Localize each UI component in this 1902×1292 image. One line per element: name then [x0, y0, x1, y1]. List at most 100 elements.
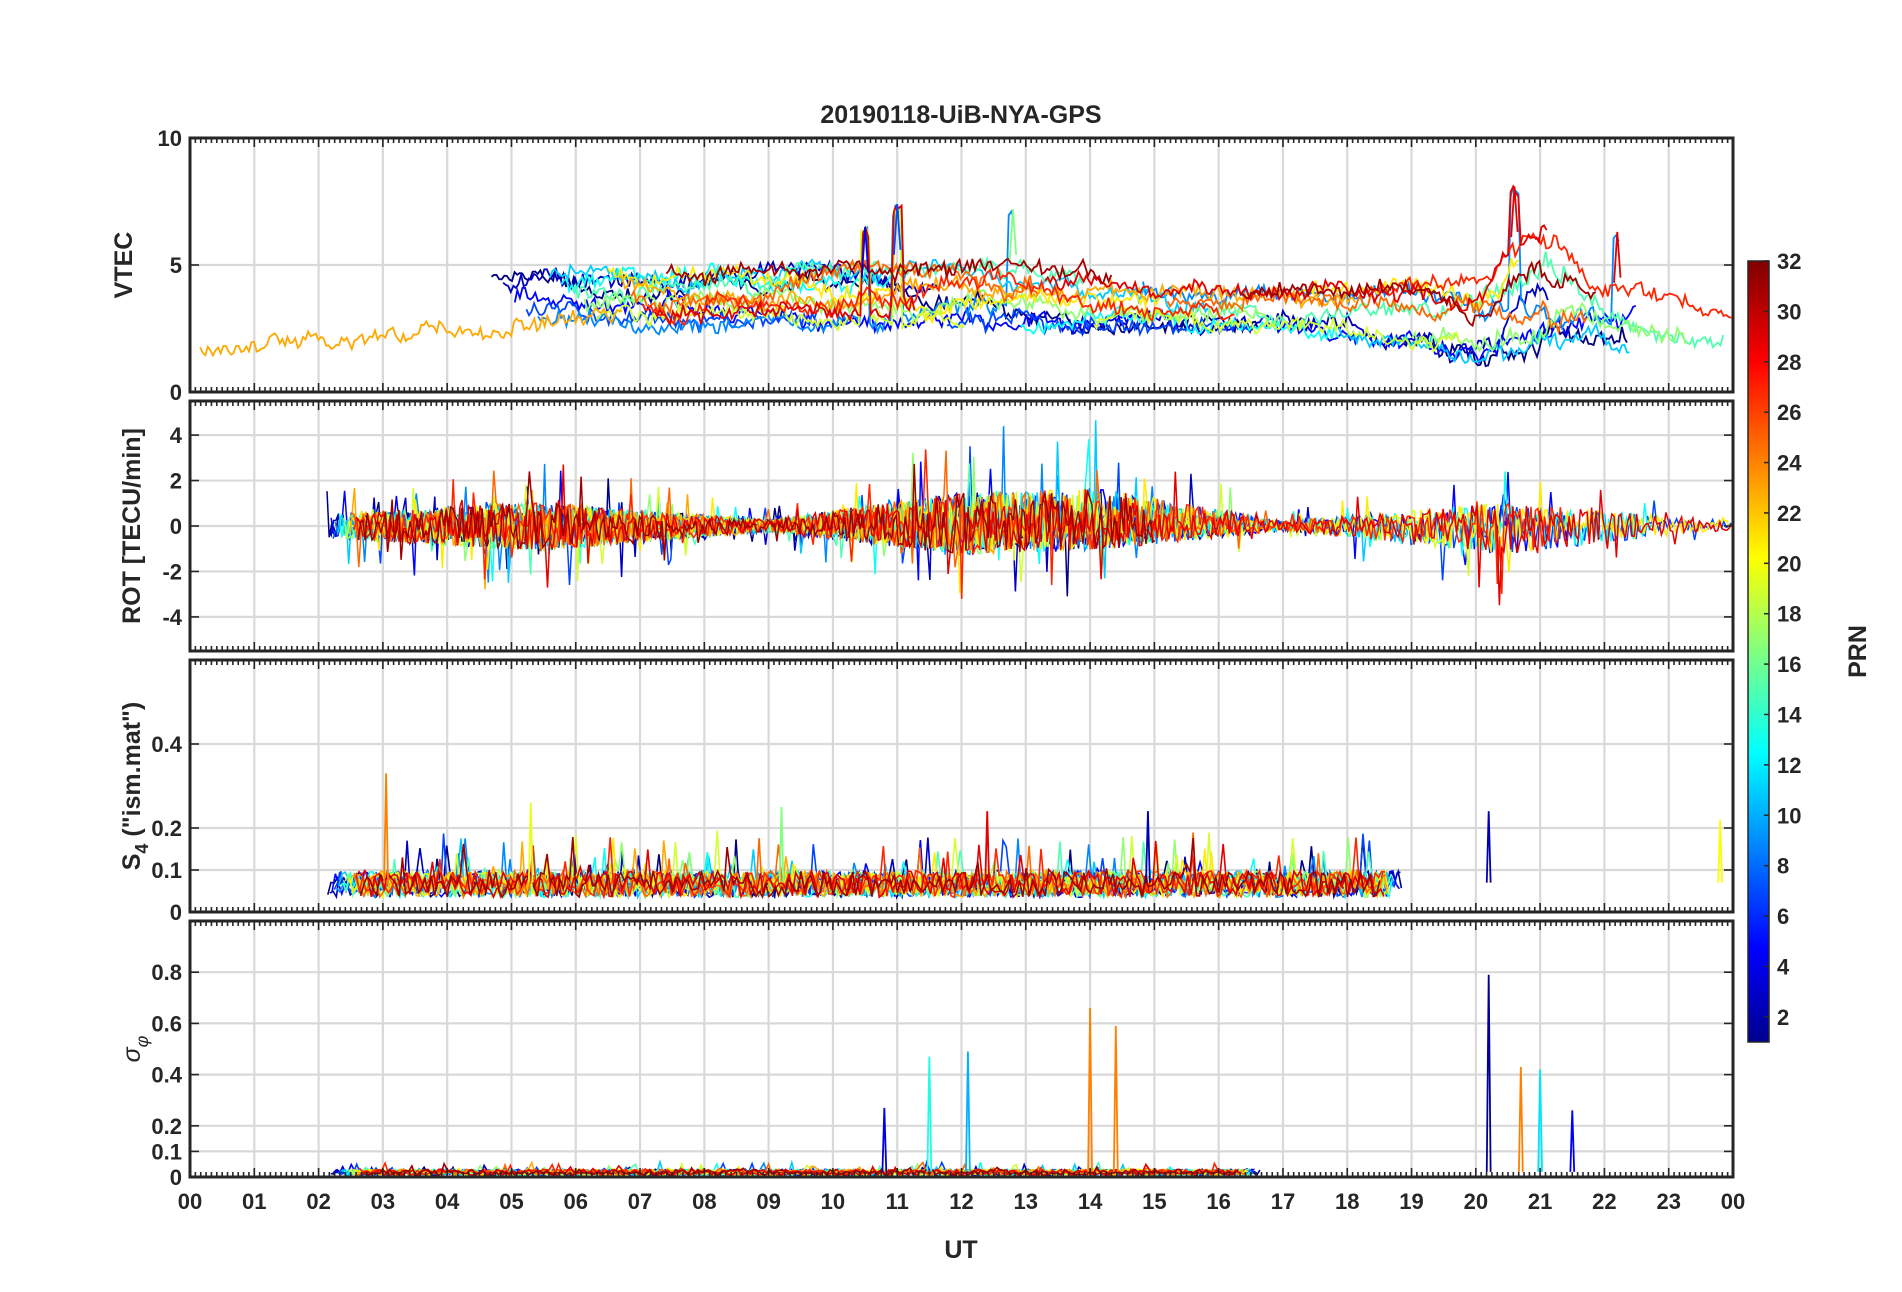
colorbar-tick-label: 22	[1777, 501, 1801, 526]
y-axis-label-sub: 4	[132, 844, 152, 854]
y-axis-label: VTEC	[110, 232, 138, 299]
x-tick-label: 18	[1335, 1189, 1359, 1214]
series-peak	[881, 1107, 888, 1172]
series-line	[560, 262, 892, 300]
series-line	[1044, 184, 1548, 312]
series-peak	[984, 811, 991, 883]
y-axis-label-base: σ	[118, 1046, 146, 1062]
panel-4: 00.10.2 0.4 0.6 0.8 σφ	[118, 919, 1735, 1190]
series-peak	[1485, 811, 1492, 883]
x-tick-label: 12	[949, 1189, 973, 1214]
series-line	[1240, 259, 1597, 328]
series-line	[1093, 303, 1461, 354]
x-axis-label: UT	[944, 1236, 977, 1264]
y-axis-label-sub: φ	[132, 1035, 152, 1047]
x-tick-label: 00	[1721, 1189, 1745, 1214]
colorbar-tick-label: 26	[1777, 400, 1801, 425]
colorbar-tick-label: 32	[1777, 249, 1801, 274]
series-peak	[1510, 186, 1519, 238]
x-tick-label: 07	[628, 1189, 652, 1214]
series-peak	[778, 806, 785, 883]
x-tick-label: 19	[1399, 1189, 1423, 1214]
series-peak	[893, 203, 902, 255]
series-line	[607, 263, 1162, 325]
y-tick-label: 0.8	[151, 960, 182, 985]
y-tick-label: 10	[158, 126, 182, 151]
y-tick-label: 4	[170, 423, 183, 448]
series-peak	[1537, 1069, 1543, 1172]
x-tick-label: 21	[1528, 1189, 1552, 1214]
series-line	[199, 306, 623, 358]
series-peak	[383, 773, 389, 883]
x-tick-label: 23	[1656, 1189, 1680, 1214]
x-tick-label: 10	[821, 1189, 845, 1214]
series-peak	[1112, 1025, 1119, 1172]
series-line	[665, 257, 1113, 287]
x-tick-label: 09	[756, 1189, 780, 1214]
x-tick-label: 17	[1271, 1189, 1295, 1214]
x-tick-label: 08	[692, 1189, 716, 1214]
y-tick-label: 5	[170, 253, 182, 278]
y-axis-label: ROT [TECU/min]	[118, 428, 146, 624]
colorbar-tick-label: 14	[1777, 702, 1802, 727]
series-peak	[1145, 811, 1151, 883]
series-peak	[965, 1051, 971, 1172]
x-tick-label: 11	[886, 1189, 909, 1214]
y-tick-label: 0	[170, 900, 182, 925]
series-peak	[1569, 1110, 1576, 1172]
x-tick-label: 01	[242, 1189, 266, 1214]
colorbar-tick-label: 28	[1777, 350, 1801, 375]
colorbar-tick-label: 10	[1777, 803, 1801, 828]
series-line	[653, 203, 916, 327]
series-peak	[1008, 209, 1018, 260]
x-tick-label: 02	[306, 1189, 330, 1214]
y-tick-label: 2	[170, 469, 182, 494]
series-peak	[926, 1056, 933, 1172]
series-line	[583, 286, 1283, 329]
series-peak	[1087, 1008, 1093, 1172]
panel-2: -4 -2 0 2 4 ROT [TECU/min]	[118, 399, 1735, 653]
colorbar-tick-label: 18	[1777, 602, 1801, 627]
y-tick-label: 0.2	[151, 1114, 182, 1139]
series-peak	[1485, 974, 1492, 1172]
y-tick-label: 0.6	[151, 1011, 182, 1036]
series-line	[1068, 282, 1549, 364]
series-peak	[1613, 231, 1622, 283]
series-line	[1166, 288, 1588, 336]
colorbar-tick-label: 24	[1777, 451, 1802, 476]
series-line	[1338, 321, 1630, 365]
y-tick-label: 0.1	[151, 1139, 182, 1164]
y-tick-label: 0.1	[151, 858, 182, 883]
series-peak	[860, 226, 870, 278]
x-tick-label: 00	[178, 1189, 202, 1214]
y-tick-label: 0.4	[151, 1063, 182, 1088]
y-axis-label-rest: ("ism.mat")	[118, 702, 146, 844]
colorbar-scale	[1747, 260, 1770, 1043]
colorbar-label: PRN	[1844, 625, 1872, 678]
x-axis: 00 01 02 03 04 05 06 07 08 09 10 11 12 13 14 15 16 17 18 19…	[178, 1189, 1745, 1214]
series-peak	[1717, 819, 1723, 883]
x-tick-label: 05	[499, 1189, 523, 1214]
x-tick-label: 04	[435, 1189, 460, 1214]
series-line	[359, 837, 1381, 899]
y-axis-label-base: S	[118, 854, 146, 871]
panel-1: 0 5 10 VTEC	[110, 126, 1735, 405]
x-tick-label: 03	[371, 1189, 395, 1214]
y-tick-label: 0	[170, 380, 182, 405]
series-peak	[527, 802, 534, 883]
y-tick-label: 0.4	[151, 732, 182, 757]
y-tick-label: 0.2	[151, 816, 182, 841]
x-tick-label: 20	[1464, 1189, 1488, 1214]
series-line	[642, 265, 1235, 327]
x-tick-label: 16	[1206, 1189, 1230, 1214]
series-group	[199, 184, 1732, 368]
y-tick-label: -4	[162, 605, 182, 630]
colorbar-tick-label: 16	[1777, 652, 1801, 677]
colorbar-tick-label: 20	[1777, 551, 1801, 576]
chart-title: 20190118-UiB-NYA-GPS	[820, 101, 1101, 129]
colorbar-tick-label: 12	[1777, 753, 1801, 778]
colorbar-tick-label: 2	[1777, 1005, 1789, 1030]
series-group	[327, 773, 1723, 901]
y-tick-label: 0	[170, 514, 182, 539]
